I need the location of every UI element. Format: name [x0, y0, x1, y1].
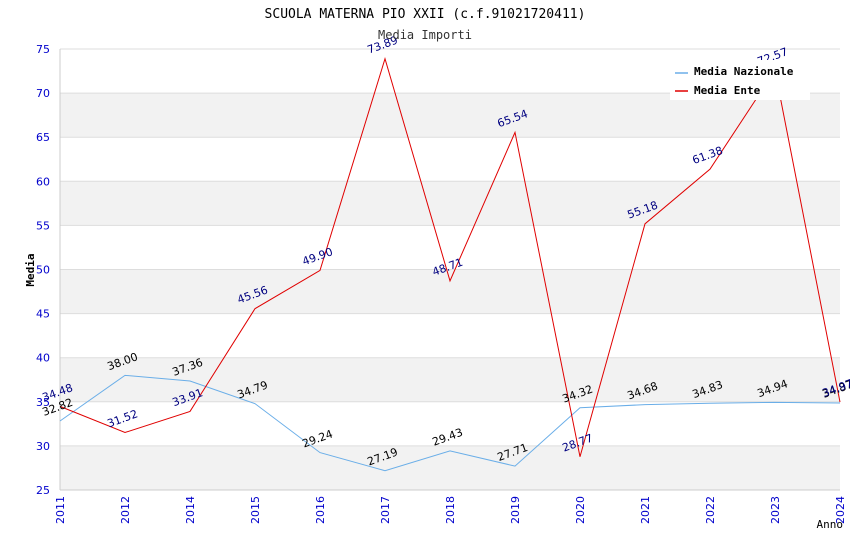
- grid-band: [60, 401, 840, 446]
- chart-subtitle: Media Importi: [378, 28, 472, 42]
- y-tick-label: 45: [36, 308, 50, 321]
- y-tick-label: 30: [36, 440, 50, 453]
- y-tick-label: 25: [36, 484, 50, 497]
- series-lines: [59, 57, 841, 472]
- x-tick-label: 2017: [379, 496, 392, 524]
- grid-band: [60, 93, 840, 138]
- series-line-media-nazionale: [59, 374, 841, 472]
- legend-label-nazionale: Media Nazionale: [694, 65, 794, 78]
- x-tick-label: 2022: [704, 496, 717, 524]
- y-tick-label: 40: [36, 352, 50, 365]
- grid-band: [60, 269, 840, 314]
- y-tick-label: 55: [36, 219, 50, 232]
- x-tick-labels: 2011 2012 2014 2015 2016 2017 2018 2019 2020 2021…: [54, 496, 847, 524]
- grid-band: [60, 137, 840, 182]
- grid-band: [60, 357, 840, 402]
- x-tick-label: 2024: [834, 496, 847, 524]
- legend: Media Nazionale Media Ente: [670, 60, 810, 100]
- x-tick-label: 2021: [639, 496, 652, 524]
- x-tick-label: 2019: [509, 496, 522, 524]
- x-tick-label: 2020: [574, 496, 587, 524]
- x-tick-label: 2023: [769, 496, 782, 524]
- y-tick-label: 50: [36, 264, 50, 277]
- y-tick-label: 60: [36, 175, 50, 188]
- y-axis-label: Media: [24, 253, 37, 286]
- grid-band: [60, 445, 840, 490]
- x-tick-label: 2016: [314, 496, 327, 524]
- grid-bands: [60, 49, 840, 490]
- x-tick-label: 2018: [444, 496, 457, 524]
- x-axis-label: Anno: [817, 518, 844, 531]
- legend-label-ente: Media Ente: [694, 84, 761, 97]
- y-tick-label: 70: [36, 87, 50, 100]
- y-tick-labels: 25 30 35 40 45 50 55 60 65 70 75: [36, 43, 50, 497]
- x-tick-label: 2014: [184, 496, 197, 524]
- x-tick-label: 2011: [54, 496, 67, 524]
- grid-band: [60, 181, 840, 226]
- x-tick-label: 2015: [249, 496, 262, 524]
- series-line-media-ente: [59, 57, 841, 457]
- x-tick-label: 2012: [119, 496, 132, 524]
- y-tick-label: 75: [36, 43, 50, 56]
- legend-box: [670, 60, 810, 100]
- y-tick-label: 65: [36, 131, 50, 144]
- chart-title: SCUOLA MATERNA PIO XXII (c.f.91021720411…: [265, 7, 586, 22]
- grid-band: [60, 225, 840, 270]
- y-tick-label: 35: [36, 396, 50, 409]
- grid-band: [60, 313, 840, 358]
